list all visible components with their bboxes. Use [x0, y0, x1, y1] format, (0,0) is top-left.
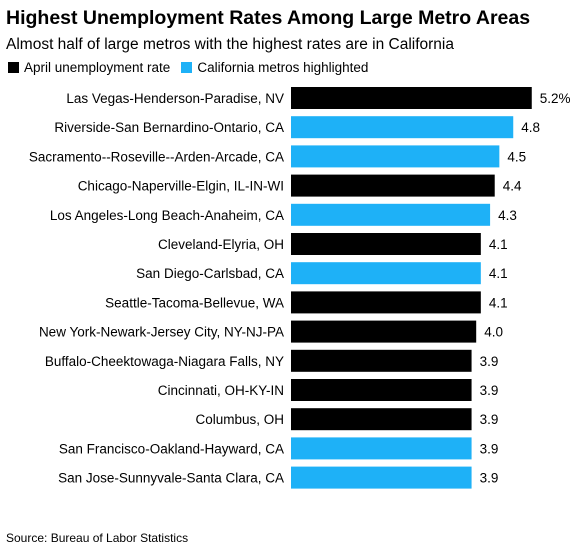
value-label: 3.9	[480, 471, 499, 486]
category-label: San Jose-Sunnyvale-Santa Clara, CA	[58, 471, 284, 486]
source-note: Source: Bureau of Labor Statistics	[6, 531, 189, 545]
legend-swatch-blue	[181, 62, 193, 73]
category-label: Chicago-Naperville-Elgin, IL-IN-WI	[78, 179, 284, 194]
category-label: Riverside-San Bernardino-Ontario, CA	[54, 120, 284, 135]
value-label: 4.1	[489, 266, 508, 281]
bar	[291, 203, 491, 226]
value-label: 3.9	[480, 441, 499, 456]
bar	[291, 291, 481, 314]
legend-swatch-black	[8, 62, 19, 73]
bar	[291, 233, 481, 255]
bar	[291, 87, 532, 109]
bar	[291, 466, 472, 489]
legend-label-california: California metros highlighted	[197, 60, 369, 75]
value-label: 4.0	[484, 325, 503, 340]
chart-title: Highest Unemployment Rates Among Large M…	[6, 7, 531, 29]
category-label: Cincinnati, OH-KY-IN	[158, 383, 284, 398]
bar	[291, 349, 472, 372]
legend-label-april-rate: April unemployment rate	[24, 60, 171, 75]
value-label: 3.9	[480, 383, 499, 398]
legend-item-april-rate: April unemployment rate	[8, 60, 170, 75]
category-label: Seattle-Tacoma-Bellevue, WA	[105, 295, 284, 310]
bar	[291, 116, 514, 139]
value-label: 3.9	[480, 354, 499, 369]
bar	[291, 320, 477, 343]
chart-subtitle: Almost half of large metros with the hig…	[6, 36, 454, 53]
value-label: 3.9	[480, 412, 499, 427]
bar	[291, 262, 481, 285]
value-label: 4.1	[489, 237, 508, 252]
bar-chart: Las Vegas-Henderson-Paradise, NV 5.2% Rive…	[29, 87, 571, 489]
category-label: Columbus, OH	[195, 412, 284, 427]
value-label: 5.2%	[540, 91, 571, 106]
bar	[291, 379, 472, 401]
legend: April unemployment rate California metro…	[8, 60, 379, 75]
legend-item-california: California metros highlighted	[181, 60, 368, 75]
bar	[291, 437, 472, 460]
bar	[291, 408, 472, 431]
category-label: Buffalo-Cheektowaga-Niagara Falls, NY	[45, 354, 284, 369]
category-label: New York-Newark-Jersey City, NY-NJ-PA	[39, 325, 284, 340]
bar	[291, 145, 500, 168]
category-label: Las Vegas-Henderson-Paradise, NV	[66, 91, 284, 106]
value-label: 4.1	[489, 295, 508, 310]
value-label: 4.5	[507, 149, 526, 164]
category-label: Sacramento--Roseville--Arden-Arcade, CA	[29, 149, 284, 164]
value-label: 4.4	[503, 179, 522, 194]
value-label: 4.8	[521, 120, 540, 135]
category-label: San Diego-Carlsbad, CA	[136, 266, 284, 281]
value-label: 4.3	[498, 208, 517, 223]
category-label: San Francisco-Oakland-Hayward, CA	[59, 441, 284, 456]
bar	[291, 174, 495, 197]
category-label: Los Angeles-Long Beach-Anaheim, CA	[50, 208, 284, 223]
category-label: Cleveland-Elyria, OH	[158, 237, 284, 252]
